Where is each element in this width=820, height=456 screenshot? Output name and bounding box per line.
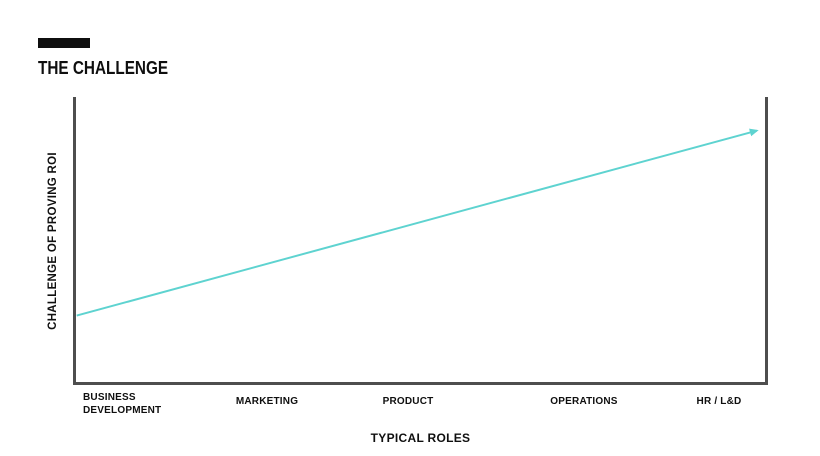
y-axis-label: CHALLENGE OF PROVING ROI [47,152,59,330]
plot-area [73,97,768,385]
slide-title: THE CHALLENGE [38,58,169,78]
trend-line-svg [76,128,759,317]
y-axis-label-column: CHALLENGE OF PROVING ROI [38,97,68,385]
x-axis-title: TYPICAL ROLES [370,431,471,445]
x-tick-label: MARKETING [235,396,299,407]
accent-bar [38,38,90,48]
trend-line [76,128,759,317]
x-tick-label: BUSINESS DEVELOPMENT [83,392,162,416]
x-tick-label: PRODUCT [382,396,434,407]
x-axis-tick-labels: BUSINESS DEVELOPMENT MARKETING PRODUCT OPER… [73,390,768,426]
x-tick-label: HR / L&D [696,396,742,407]
x-tick-label: OPERATIONS [550,396,618,407]
